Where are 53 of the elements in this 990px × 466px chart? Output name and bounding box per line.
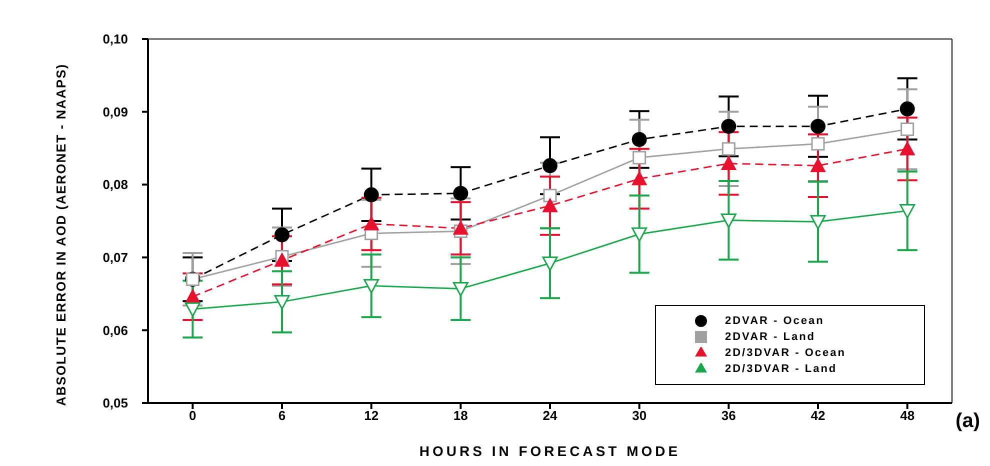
point [720,214,736,228]
point [900,101,915,116]
point [542,198,558,212]
point [721,156,736,170]
point [632,150,646,164]
text: (a) [956,410,980,433]
y-tick-label: 0,08 [102,177,128,192]
point [900,122,914,136]
point [542,158,558,174]
x-tick-label: 42 [810,408,826,424]
y-tick-label: 0,06 [102,322,128,338]
point [721,118,736,134]
point [900,141,915,156]
x-axis-title: HOURS IN FORECAST MODE [419,443,681,459]
point [810,118,826,134]
point [453,220,468,235]
x-tick-label: 36 [721,408,736,424]
point [632,227,648,242]
x-tick-label: 48 [900,408,915,424]
point [185,289,200,304]
point [810,214,826,230]
y-tick-label: 0,07 [102,250,128,266]
point [900,204,916,219]
y-axis-title: ABSOLUTE ERROR IN AOD (AERONET - NAAPS) [54,63,69,406]
x-tick-label: 30 [632,408,647,424]
point [543,188,557,202]
point [453,186,468,201]
legend-label: 2D/3DVAR - Ocean [725,347,846,359]
x-tick-label: 18 [453,408,468,424]
x-tick-label: 6 [278,408,286,424]
x-tick-label: 12 [364,408,379,424]
legend-label: 2D/3DVAR - Land [725,363,838,375]
legend-label: 2DVAR - Land [725,331,816,343]
point [274,252,290,267]
legend-label: 2DVAR - Ocean [725,315,824,327]
point [274,295,290,310]
y-tick-label: 0,05 [102,396,128,411]
point [722,142,736,156]
x-tick-label: 0 [189,408,196,424]
point [632,132,647,147]
y-tick-label: 0,10 [102,32,128,47]
point [364,187,379,202]
point [810,158,826,172]
x-tick-label: 24 [542,408,558,424]
point [632,171,647,186]
point [184,302,200,317]
point [364,216,379,230]
point [542,256,558,271]
point [274,227,290,242]
y-tick-label: 0,09 [102,104,128,120]
point [452,282,468,296]
point [811,137,825,151]
point [364,279,380,294]
